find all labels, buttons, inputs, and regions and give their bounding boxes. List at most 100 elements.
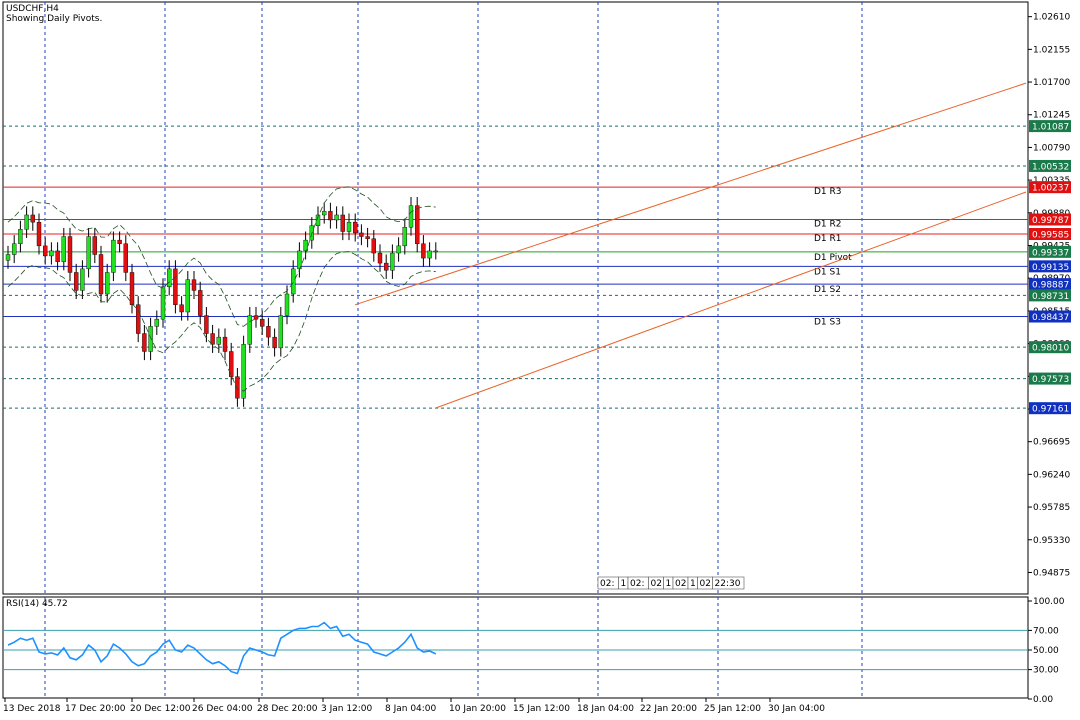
subtitle-label: Showing Daily Pivots. [6, 14, 103, 24]
period-tag [712, 576, 745, 590]
bear-candle [191, 279, 197, 291]
time-axis-label: 26 Dec 04:00 [192, 704, 253, 714]
bull-candle [185, 279, 191, 313]
price-box-label: 0.98887 [1032, 281, 1069, 291]
price-box [1029, 260, 1071, 273]
bear-candle [123, 243, 129, 273]
bear-candle [43, 245, 48, 257]
channel-lower-line [434, 191, 1027, 409]
bear-candle [36, 221, 42, 247]
bear-candle [210, 333, 215, 345]
bear-candle [98, 254, 104, 295]
bull-candle [334, 214, 339, 221]
bull-candle [80, 268, 85, 291]
price-axis-label: 0.96240 [1033, 470, 1070, 480]
bear-candle [179, 304, 184, 313]
bear-candle [30, 214, 35, 223]
lower-band [7, 251, 436, 392]
chart-title: USDCHF,H4 Showing Daily Pivots. [6, 4, 102, 24]
bear-candle [173, 268, 178, 305]
bull-candle [284, 293, 290, 316]
rsi-axis-label: 70.00 [1033, 626, 1059, 636]
bear-candle [73, 272, 79, 291]
price-box [1029, 120, 1071, 133]
price-box-label: 0.99337 [1032, 248, 1069, 258]
bear-candle [204, 315, 209, 334]
price-box-label: 1.00532 [1032, 162, 1069, 172]
price-axis-label: 0.95785 [1033, 503, 1070, 513]
price-axis-label: 1.02610 [1033, 13, 1070, 23]
period-tag-label: 1 [621, 579, 627, 589]
rsi-axis-label: 50.00 [1033, 646, 1059, 656]
bull-candle [396, 245, 401, 254]
bull-candle [216, 336, 222, 345]
period-tag-label: 02 [700, 579, 711, 589]
bear-candle [359, 232, 364, 237]
bear-candle [55, 250, 60, 262]
bear-candle [197, 290, 203, 316]
bear-candle [328, 211, 333, 221]
bull-candle [278, 315, 283, 349]
pivot-label: D1 Pivot [814, 253, 852, 263]
price-axis-label: 0.95330 [1033, 536, 1070, 546]
price-axis-label: 1.00790 [1033, 143, 1070, 153]
bull-candle [104, 272, 110, 295]
channel-upper-line [354, 82, 1027, 306]
rsi-panel-frame [2, 596, 1029, 699]
time-axis-label: 30 Jan 04:00 [768, 704, 825, 714]
upper-band [7, 186, 436, 327]
bull-candle [427, 250, 432, 259]
price-box [1029, 310, 1071, 323]
time-axis-label: 10 Jan 20:00 [449, 704, 506, 714]
time-axis-label: 20 Dec 12:00 [130, 704, 191, 714]
pivot-label: D1 R1 [814, 234, 842, 244]
bull-candle [346, 221, 352, 232]
bear-candle [272, 336, 277, 349]
price-box [1029, 341, 1071, 354]
bull-candle [166, 268, 172, 288]
bull-candle [61, 236, 66, 262]
period-tag-label: 1 [666, 579, 672, 589]
price-axis-label: 1.00335 [1033, 176, 1070, 186]
bull-candle [148, 326, 153, 352]
period-tag-label: 1 [690, 579, 696, 589]
bear-candle [371, 238, 376, 254]
pivot-label: D1 S2 [814, 285, 841, 295]
bear-candle [142, 333, 147, 352]
bear-candle [353, 221, 358, 234]
bear-candle [135, 304, 141, 334]
bull-candle [111, 239, 116, 273]
price-axis-label: 1.01700 [1033, 78, 1070, 88]
period-tag-label: 02: [600, 579, 614, 589]
bull-candle [86, 236, 91, 270]
bull-candle [11, 243, 17, 255]
bull-candle [241, 344, 246, 399]
time-axis-label: 25 Jan 12:00 [704, 704, 761, 714]
pivot-label: D1 S1 [814, 267, 841, 277]
price-axis-label: 0.94875 [1033, 568, 1070, 578]
price-box [1029, 213, 1071, 226]
time-axis-label: 17 Dec 20:00 [65, 704, 126, 714]
price-box-label: 0.99585 [1032, 231, 1069, 241]
bear-candle [384, 262, 389, 271]
rsi-label: RSI(14) 45.72 [6, 599, 68, 609]
pivot-label: D1 R2 [814, 220, 842, 230]
pivot-label: D1 S3 [814, 318, 841, 328]
price-box-label: 0.99135 [1032, 263, 1069, 273]
bull-candle [160, 286, 166, 320]
price-axis-label: 0.96695 [1033, 438, 1070, 448]
bull-candle [433, 250, 438, 253]
bull-candle [408, 205, 414, 228]
pivot-label: D1 R3 [814, 187, 842, 197]
time-axis-label: 18 Jan 04:00 [577, 704, 634, 714]
price-box [1029, 372, 1071, 385]
bull-candle [322, 211, 327, 216]
bear-candle [228, 351, 234, 377]
rsi-line [7, 621, 437, 675]
bull-candle [315, 214, 321, 226]
price-box [1029, 245, 1071, 258]
bear-candle [266, 326, 271, 338]
bull-candle [49, 250, 54, 257]
bear-candle [235, 376, 240, 399]
